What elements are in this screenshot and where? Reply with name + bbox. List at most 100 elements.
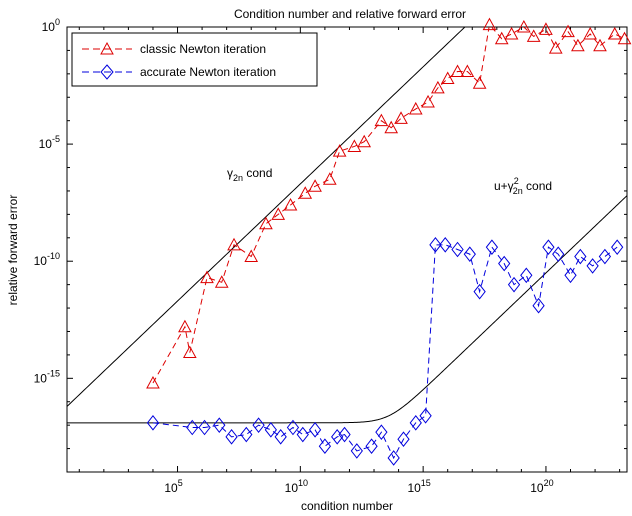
classic-newton-point [607, 26, 622, 40]
axis-ticks [67, 26, 627, 472]
accurate-newton-point [252, 417, 265, 433]
legend-label-accurate: accurate Newton iteration [140, 65, 276, 79]
u-gamma-cond-text: cond [523, 179, 552, 193]
classic-newton-point [146, 375, 160, 389]
classic-newton-point [384, 120, 399, 134]
accurate-newton-point [296, 426, 309, 443]
y-tick-label: 10-5 [39, 134, 60, 151]
y-tick-exponent: -5 [52, 134, 60, 144]
accurate-newton-point [286, 419, 300, 436]
x-tick-exponent: 5 [178, 478, 183, 488]
accurate-newton-point [375, 424, 388, 440]
classic-newton-point [214, 275, 229, 288]
x-tick-base: 10 [164, 481, 178, 495]
y-tick-label: 100 [42, 17, 60, 34]
legend: classic Newton iteration accurate Newton… [71, 32, 318, 87]
accurate-newton-point [350, 443, 363, 459]
accurate-newton-point [213, 417, 226, 433]
classic-newton-point [516, 19, 531, 33]
accurate-newton-point [274, 429, 287, 445]
x-tick-exponent: 10 [298, 478, 308, 488]
accurate-newton-point [451, 241, 464, 258]
x-tick-label: 105 [164, 478, 182, 495]
classic-newton-point [450, 64, 465, 77]
classic-newton-point [283, 197, 298, 211]
classic-newton-point [472, 76, 487, 89]
accurate-newton-point [240, 426, 253, 443]
y-tick-exponent: -15 [47, 368, 60, 378]
classic-newton-point [308, 179, 322, 192]
x-tick-exponent: 15 [421, 478, 431, 488]
classic-newton-point [482, 17, 497, 31]
x-tick-label: 1015 [407, 478, 430, 495]
y-tick-exponent: 0 [55, 17, 60, 27]
classic-newton-point [408, 101, 423, 115]
legend-box [71, 32, 318, 87]
u-gamma-cond-superscript: 2 [514, 176, 519, 186]
x-tick-base: 10 [530, 481, 544, 495]
accurate-newton-point [429, 237, 442, 253]
accurate-newton-point [225, 429, 238, 445]
classic-newton-point [271, 207, 286, 220]
y-tick-label: 10-15 [34, 368, 60, 385]
accurate-newton-point [409, 415, 422, 431]
plot-area [66, 26, 628, 473]
classic-newton-point [548, 41, 563, 54]
accurate-newton-point [574, 248, 587, 265]
accurate-newton-point [308, 422, 322, 438]
accurate-newton-point [439, 237, 452, 253]
x-axis-label: condition number [301, 499, 393, 513]
accurate-newton-point [611, 239, 624, 255]
gamma-cond-label: γ2n cond [227, 166, 272, 183]
y-tick-base: 10 [42, 20, 56, 34]
classic-newton-line [152, 27, 625, 384]
accurate-newton-point [365, 438, 378, 455]
accurate-newton-point [397, 431, 410, 448]
accurate-newton-point [463, 246, 476, 262]
classic-newton-point [178, 319, 192, 333]
u-gamma-cond-subscript: 2n [513, 186, 523, 196]
classic-newton-point [347, 139, 362, 152]
u-gamma-cond-prefix: u+γ [494, 179, 514, 193]
x-tick-base: 10 [285, 481, 299, 495]
accurate-newton-point [146, 415, 160, 431]
classic-newton-point [593, 38, 607, 52]
x-tick-label: 1020 [530, 478, 553, 495]
legend-triangle-marker [100, 41, 114, 55]
classic-newton-point [440, 71, 455, 85]
classic-newton-point [200, 270, 214, 284]
y-tick-base: 10 [34, 371, 48, 385]
classic-newton-point [322, 172, 337, 185]
gamma-cond-subscript: 2n [233, 173, 243, 183]
classic-newton-point [182, 345, 197, 359]
classic-newton-point [526, 29, 541, 42]
classic-newton-point [227, 237, 241, 251]
classic-newton-point [298, 186, 313, 199]
classic-newton-point [332, 144, 347, 157]
classic-newton-point [244, 249, 259, 263]
accurate-newton-line [152, 244, 618, 460]
accurate-newton-point [318, 438, 332, 455]
x-tick-label: 1010 [285, 478, 308, 495]
x-tick-labels: 105 1010 1015 1020 [164, 478, 553, 495]
y-tick-exponent: -10 [47, 251, 60, 261]
classic-newton-point [374, 113, 389, 127]
chart-title: Condition number and relative forward er… [234, 7, 466, 21]
classic-newton-point [357, 134, 372, 148]
y-tick-base: 10 [39, 137, 53, 151]
accurate-newton-point [419, 407, 432, 424]
legend-label-classic: classic Newton iteration [140, 42, 266, 56]
y-axis-label: relative forward error [6, 195, 20, 306]
accurate-newton-point [564, 267, 577, 284]
accurate-newton-point [507, 276, 521, 293]
classic-newton-point [394, 111, 408, 124]
classic-newton-point [561, 24, 575, 38]
classic-newton-point [583, 26, 598, 40]
gamma-cond-symbol: γ [227, 166, 233, 180]
accurate-newton-point [264, 422, 277, 438]
x-tick-base: 10 [407, 481, 421, 495]
accurate-newton-point [520, 267, 533, 284]
u-gamma-cond-curve [67, 195, 627, 424]
